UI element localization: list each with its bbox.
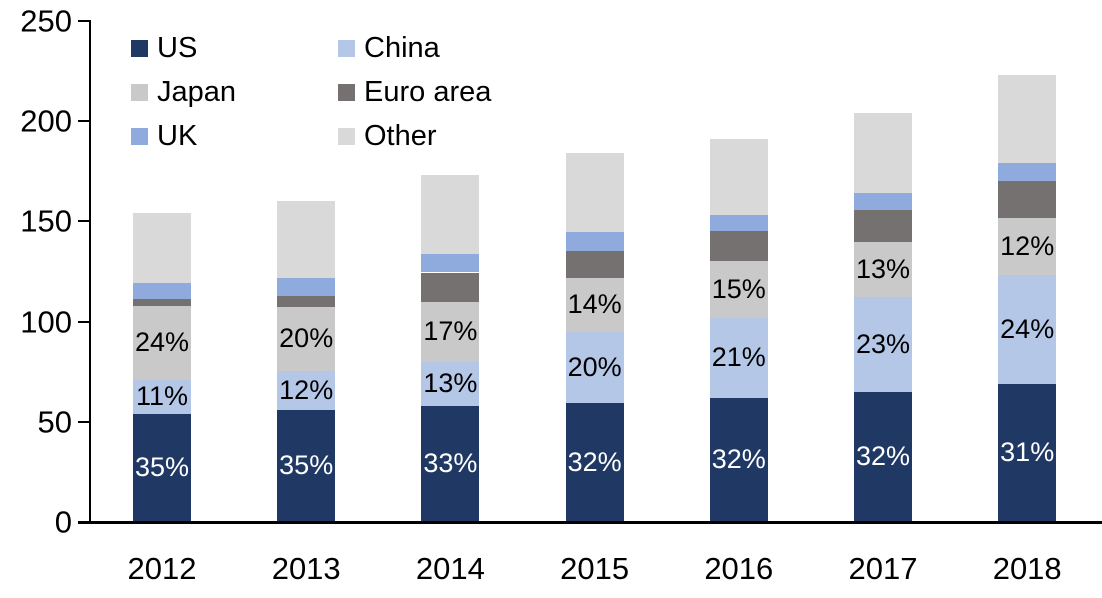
bar-segment-uk [133, 282, 191, 299]
bar-segment-uk [565, 232, 624, 252]
legend-label: Japan [157, 75, 237, 108]
bar-segment-euro-area [277, 295, 336, 307]
legend-swatch-icon [131, 83, 148, 101]
y-axis-tick [78, 521, 91, 523]
y-axis-tick [78, 320, 91, 323]
bar-segment-other [854, 113, 912, 194]
legend-label: Other [364, 119, 437, 152]
x-tick-label: 2017 [848, 551, 918, 586]
bar-segment-china [998, 274, 1057, 384]
legend-swatch-icon [131, 127, 148, 145]
bar-segment-china [421, 361, 480, 406]
bar-segment-us [565, 402, 624, 522]
y-axis-tick [78, 120, 91, 123]
legend-item-china: China [338, 31, 491, 64]
y-tick-label: 200 [20, 103, 72, 139]
bar-segment-japan [709, 261, 768, 318]
x-tick-label: 2012 [127, 551, 197, 586]
legend-item-us: US [131, 31, 338, 64]
bar-segment-japan [854, 242, 912, 297]
legend-label: Euro area [364, 75, 492, 108]
legend-label: UK [157, 119, 198, 152]
x-tick-label: 2016 [704, 551, 774, 586]
y-tick-label: 250 [20, 3, 72, 39]
bar-segment-us [277, 409, 336, 522]
bar-segment-euro-area [854, 210, 912, 243]
legend-swatch-icon [131, 39, 148, 57]
x-axis-line [78, 521, 1102, 524]
bar-segment-other [133, 213, 191, 283]
legend-label: US [157, 31, 198, 64]
legend-item-euro-area: Euro area [338, 75, 492, 108]
y-tick-label: 150 [20, 203, 72, 239]
legend: US China Japan Euro area UK Other [131, 26, 491, 158]
x-tick-label: 2013 [271, 551, 341, 586]
legend-swatch-icon [338, 83, 355, 101]
bar-segment-china [133, 379, 191, 414]
legend-swatch-icon [338, 127, 355, 145]
legend-item-other: Other [338, 119, 491, 152]
bar-segment-other [565, 153, 624, 233]
bar-segment-japan [421, 301, 480, 362]
bar-segment-china [565, 331, 624, 403]
y-tick-label: 100 [20, 304, 72, 340]
y-tick-label: 50 [37, 404, 72, 440]
bar-segment-euro-area [421, 272, 480, 302]
bar-segment-euro-area [709, 231, 768, 262]
bar-segment-uk [998, 163, 1057, 182]
bar-segment-china [277, 370, 336, 410]
bar-segment-euro-area [565, 251, 624, 278]
legend-swatch-icon [338, 39, 355, 57]
bar-segment-us [854, 391, 912, 522]
bar-segment-us [709, 397, 768, 522]
y-axis-tick [78, 420, 91, 423]
bar-segment-japan [998, 218, 1057, 275]
y-axis-tick [78, 220, 91, 223]
bar-segment-japan [277, 306, 336, 371]
bar-segment-uk [277, 277, 336, 296]
bar-segment-other [277, 201, 336, 278]
bar-segment-japan [565, 277, 624, 332]
bar-segment-other [998, 75, 1057, 164]
y-axis-line [89, 21, 91, 524]
bar-segment-other [709, 139, 768, 216]
bar-segment-euro-area [998, 181, 1057, 219]
legend-item-uk: UK [131, 119, 338, 152]
x-tick-label: 2015 [560, 551, 630, 586]
bar-segment-uk [854, 193, 912, 211]
x-tick-label: 2018 [992, 551, 1062, 586]
bar-segment-us [998, 383, 1057, 522]
y-axis-tick [78, 20, 91, 22]
legend-item-japan: Japan [131, 75, 338, 108]
bar-segment-other [421, 175, 480, 255]
bar-segment-us [421, 405, 480, 522]
legend-label: China [364, 31, 440, 64]
bar-segment-uk [421, 254, 480, 273]
bar-segment-uk [709, 215, 768, 232]
bar-segment-japan [133, 305, 191, 380]
bar-segment-china [854, 296, 912, 392]
y-tick-label: 0 [54, 504, 72, 540]
x-tick-label: 2014 [415, 551, 485, 586]
bar-segment-china [709, 317, 768, 398]
bar-segment-euro-area [133, 298, 191, 306]
bar-segment-us [133, 413, 191, 522]
